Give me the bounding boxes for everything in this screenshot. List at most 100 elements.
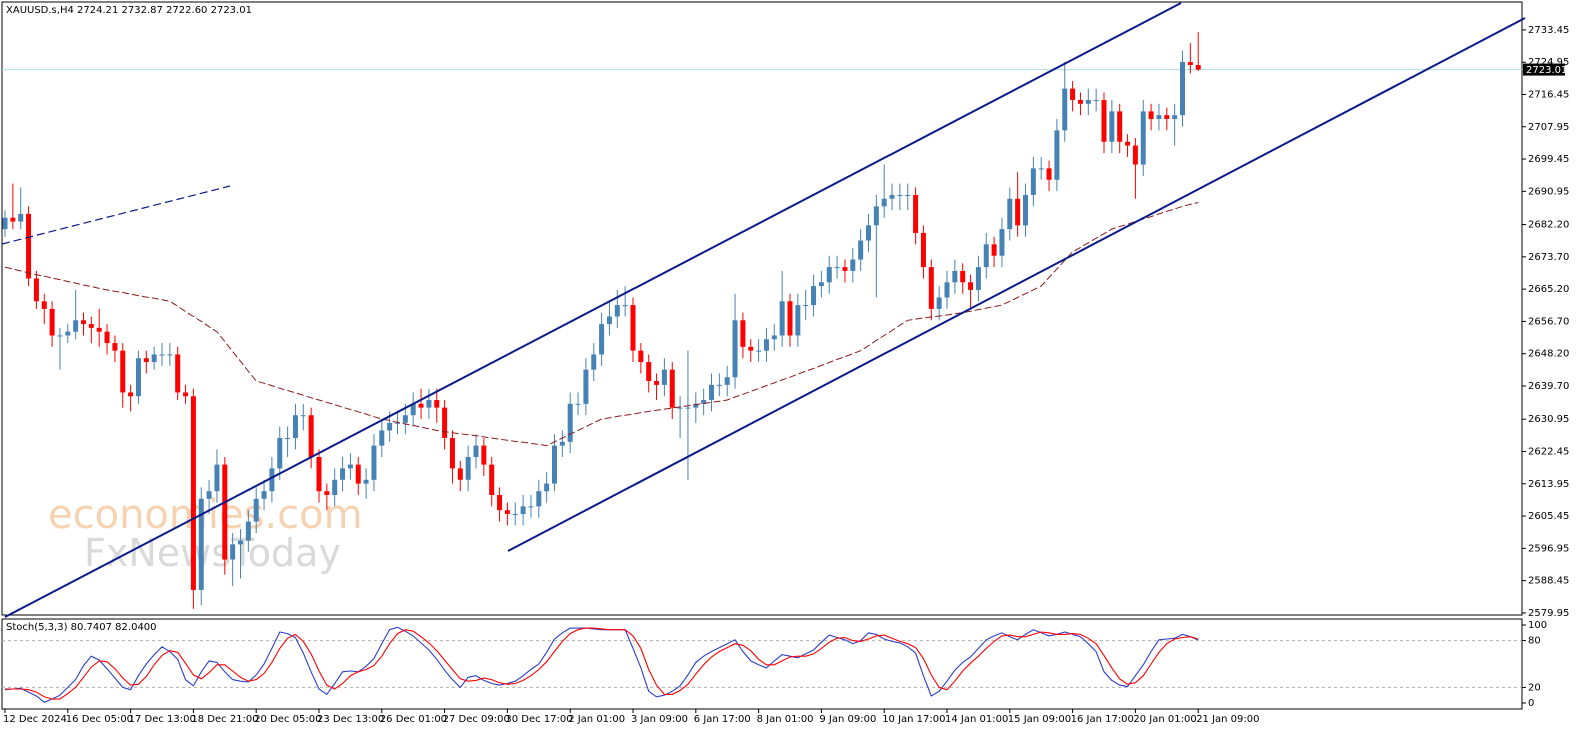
indicator-title: Stoch(5,3,3) 80.7407 82.0400 xyxy=(6,622,157,633)
candle-body xyxy=(1038,168,1044,170)
candle-body xyxy=(944,282,950,298)
candle-body xyxy=(1156,115,1162,119)
y-tick-label: 2613.95 xyxy=(1528,479,1569,490)
candle-body xyxy=(175,354,181,393)
price-tag-label: 2723.01 xyxy=(1526,65,1567,76)
candle-body xyxy=(316,457,322,492)
candle-body xyxy=(614,305,620,317)
marks xyxy=(2,32,1522,609)
candle-body xyxy=(756,350,762,352)
candle-body xyxy=(18,213,24,222)
candle-body xyxy=(418,403,424,408)
trend-line xyxy=(1,185,231,245)
y-tick-label: 2622.45 xyxy=(1528,446,1569,457)
candle-body xyxy=(238,540,243,545)
watermark: FxNewsToday xyxy=(84,531,341,575)
candle-body xyxy=(57,335,63,337)
candle-body xyxy=(528,506,534,508)
y-tick-label: 0 xyxy=(1528,698,1534,709)
candle-body xyxy=(677,407,683,409)
y-tick-label: 2673.70 xyxy=(1528,252,1569,263)
candle-body xyxy=(858,240,864,260)
x-tick-label: 2 Jan 01:00 xyxy=(568,714,625,725)
trend-line xyxy=(507,17,1526,552)
candle-body xyxy=(190,396,196,590)
candle-body xyxy=(779,301,785,336)
y-tick-label: 2605.45 xyxy=(1528,511,1569,522)
candle-body xyxy=(65,331,71,336)
candle-body xyxy=(73,320,79,332)
candle-body xyxy=(434,400,440,408)
candle-body xyxy=(646,362,652,382)
candle-body xyxy=(1125,141,1131,146)
candle-body xyxy=(669,369,675,408)
candle-body xyxy=(968,282,974,290)
candle-body xyxy=(763,339,769,351)
candle-body xyxy=(803,305,809,307)
candle-body xyxy=(120,350,126,393)
candle-body xyxy=(1132,145,1138,165)
candle-body xyxy=(897,194,903,196)
candle-body xyxy=(1117,111,1123,142)
candle-body xyxy=(960,270,966,283)
y-tick-label: 2588.45 xyxy=(1528,576,1569,587)
candle-body xyxy=(591,354,597,370)
x-tick-label: 8 Jan 01:00 xyxy=(757,714,814,725)
x-tick-label: 12 Dec 2024 xyxy=(3,714,67,725)
y-tick-label: 2630.95 xyxy=(1528,414,1569,425)
candle-body xyxy=(230,544,236,560)
candle-body xyxy=(913,194,919,233)
candle-body xyxy=(559,441,565,446)
x-tick-label: 16 Jan 17:00 xyxy=(1071,714,1134,725)
y-tick-label: 2682.20 xyxy=(1528,220,1569,231)
candle-body xyxy=(606,316,612,325)
moving-average xyxy=(4,202,1199,447)
candle-body xyxy=(1085,99,1091,104)
candle-body xyxy=(1093,99,1099,101)
candle-body xyxy=(269,468,275,492)
candle-body xyxy=(716,384,722,386)
y-tick-label: 2716.45 xyxy=(1528,89,1569,100)
y-tick-label: 2707.95 xyxy=(1528,122,1569,133)
candle-body xyxy=(442,407,448,439)
x-tick-label: 23 Dec 13:00 xyxy=(317,714,384,725)
candle-body xyxy=(198,498,204,590)
candle-body xyxy=(512,513,518,515)
candle-body xyxy=(104,331,110,344)
stoch-line xyxy=(5,627,1199,700)
candle-body xyxy=(402,415,408,423)
candle-body xyxy=(1195,65,1201,70)
candle-body xyxy=(308,415,314,458)
candle-body xyxy=(167,354,173,356)
candle-body xyxy=(1046,168,1052,180)
candle-body xyxy=(544,483,550,492)
candle-body xyxy=(1101,99,1107,142)
candle-body xyxy=(583,369,589,404)
candle-body xyxy=(379,430,385,446)
candle-body xyxy=(465,457,471,480)
candle-body xyxy=(991,244,997,256)
candle-body xyxy=(261,491,267,499)
x-tick-label: 20 Jan 01:00 xyxy=(1133,714,1196,725)
candle-body xyxy=(41,301,47,309)
candle-body xyxy=(10,217,16,222)
y-tick-label: 2733.45 xyxy=(1528,25,1569,36)
candle-body xyxy=(740,320,746,347)
candle-body xyxy=(33,278,39,302)
candle-body xyxy=(905,194,911,196)
candle-body xyxy=(567,403,573,442)
candle-body xyxy=(426,400,432,408)
x-tick-label: 9 Jan 09:00 xyxy=(819,714,876,725)
candle-body xyxy=(850,259,856,271)
candle-body xyxy=(787,301,793,336)
candle-body xyxy=(724,377,730,385)
candle-body xyxy=(732,320,738,378)
x-tick-label: 16 Dec 05:00 xyxy=(66,714,133,725)
x-tick-label: 18 Dec 21:00 xyxy=(191,714,258,725)
candle-body xyxy=(685,407,691,409)
candle-body xyxy=(473,445,479,458)
candle-body xyxy=(771,335,777,340)
candle-body xyxy=(936,297,942,309)
x-tick-label: 20 Dec 05:00 xyxy=(254,714,321,725)
candle-body xyxy=(873,206,879,226)
